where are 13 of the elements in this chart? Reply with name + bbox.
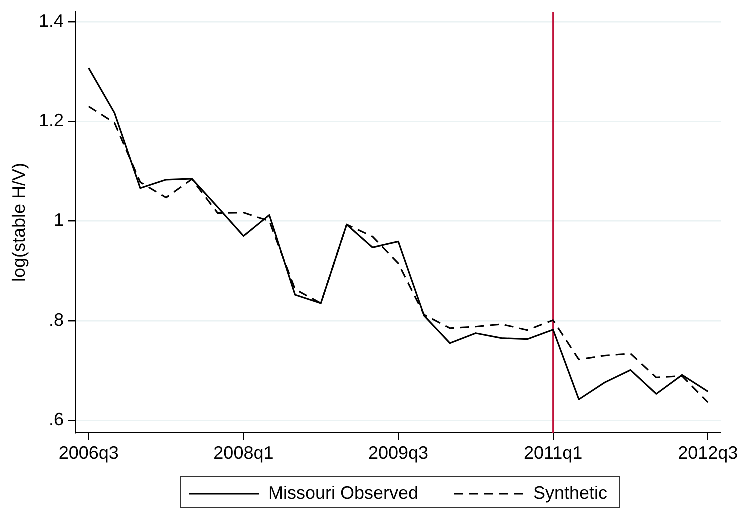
y-axis-title: log(stable H/V) (8, 162, 29, 282)
y-tick-label: 1.4 (38, 10, 64, 31)
x-tick-label: 2012q3 (678, 442, 738, 463)
legend-label: Synthetic (534, 482, 608, 503)
y-tick-label: 1.2 (38, 110, 64, 131)
x-tick-label: 2006q3 (58, 442, 119, 463)
y-tick-label: 1 (54, 210, 64, 230)
legend-label: Missouri Observed (268, 482, 419, 503)
y-tick-label: .8 (48, 310, 64, 330)
x-tick-label: 2009q3 (368, 442, 429, 463)
x-tick-label: 2011q1 (524, 442, 583, 463)
x-tick-label: 2008q1 (214, 442, 274, 463)
y-tick-label: .6 (48, 410, 64, 430)
